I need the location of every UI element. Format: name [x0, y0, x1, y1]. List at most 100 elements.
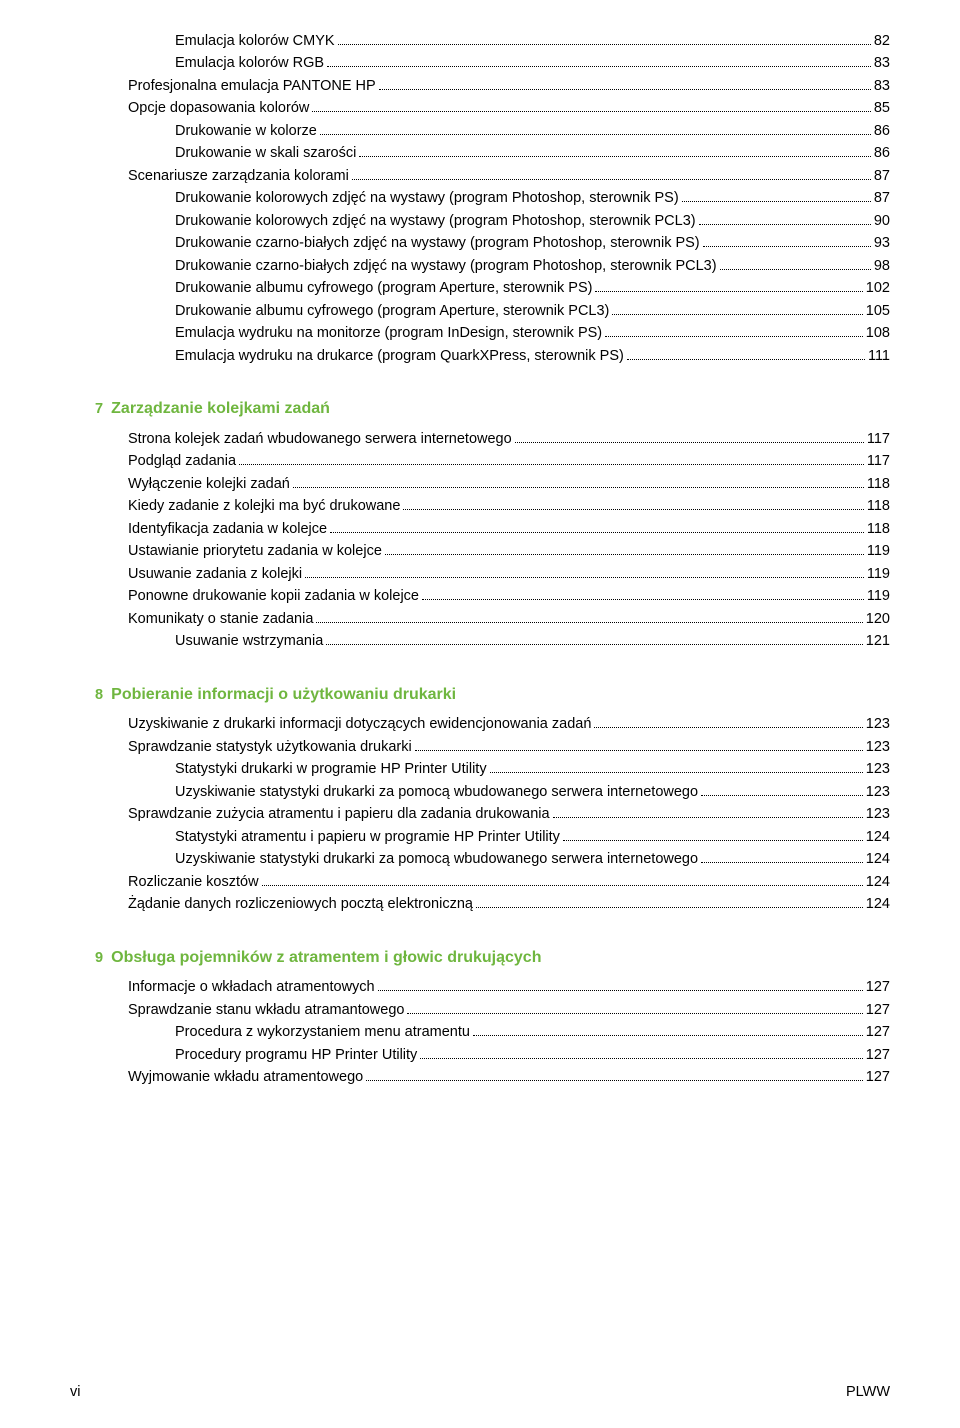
toc-entry[interactable]: Opcje dopasowania kolorów85 [70, 97, 890, 119]
section-heading[interactable]: 7 Zarządzanie kolejkami zadań [70, 397, 890, 428]
toc-entry[interactable]: Drukowanie albumu cyfrowego (program Ape… [70, 277, 890, 299]
dot-leader [612, 314, 862, 315]
toc-entry[interactable]: Sprawdzanie statystyk użytkowania drukar… [70, 736, 890, 758]
toc-page: 123 [866, 736, 890, 758]
toc-entry[interactable]: Żądanie danych rozliczeniowych pocztą el… [70, 893, 890, 915]
toc-page: 117 [867, 428, 890, 450]
toc-entry[interactable]: Uzyskiwanie z drukarki informacji dotycz… [70, 713, 890, 735]
toc-label: Drukowanie kolorowych zdjęć na wystawy (… [175, 187, 679, 209]
toc-label: Żądanie danych rozliczeniowych pocztą el… [128, 893, 473, 915]
section-title: Pobieranie informacji o użytkowaniu druk… [111, 683, 456, 708]
toc-entry[interactable]: Wyłączenie kolejki zadań118 [70, 473, 890, 495]
toc-entry[interactable]: Strona kolejek zadań wbudowanego serwera… [70, 428, 890, 450]
footer-page-number: vi [70, 1384, 80, 1400]
toc-page: 98 [874, 255, 890, 277]
section-title: Obsługa pojemników z atramentem i głowic… [111, 946, 541, 971]
section-number: 8 [95, 684, 103, 706]
dot-leader [352, 179, 871, 180]
toc-label: Procedura z wykorzystaniem menu atrament… [175, 1021, 470, 1043]
dot-leader [338, 44, 871, 45]
toc-entry[interactable]: Sprawdzanie stanu wkładu atramantowego12… [70, 999, 890, 1021]
dot-leader [293, 487, 864, 488]
dot-leader [415, 750, 863, 751]
toc-entry[interactable]: Statystyki drukarki w programie HP Print… [70, 758, 890, 780]
toc-entry[interactable]: Procedury programu HP Printer Utility 127 [70, 1044, 890, 1066]
toc-label: Drukowanie czarno-białych zdjęć na wysta… [175, 255, 717, 277]
dot-leader [595, 291, 862, 292]
toc-entry[interactable]: Drukowanie czarno-białych zdjęć na wysta… [70, 255, 890, 277]
toc-page: 83 [874, 52, 890, 74]
toc-entry[interactable]: Informacje o wkładach atramentowych127 [70, 976, 890, 998]
toc-label: Identyfikacja zadania w kolejce [128, 518, 327, 540]
toc-page: 118 [867, 495, 890, 517]
dot-leader [701, 795, 863, 796]
toc-entry[interactable]: Wyjmowanie wkładu atramentowego127 [70, 1066, 890, 1088]
toc-label: Procedury programu HP Printer Utility [175, 1044, 417, 1066]
toc-entry[interactable]: Scenariusze zarządzania kolorami87 [70, 165, 890, 187]
dot-leader [378, 990, 863, 991]
toc-entry[interactable]: Drukowanie czarno-białych zdjęć na wysta… [70, 232, 890, 254]
toc-entry[interactable]: Podgląd zadania117 [70, 450, 890, 472]
toc-entry[interactable]: Ponowne drukowanie kopii zadania w kolej… [70, 585, 890, 607]
dot-leader [305, 577, 864, 578]
toc-label: Drukowanie w skali szarości [175, 142, 356, 164]
toc-entry[interactable]: Procedura z wykorzystaniem menu atrament… [70, 1021, 890, 1043]
toc-entry[interactable]: Emulacja wydruku na monitorze (program I… [70, 322, 890, 344]
dot-leader [594, 727, 862, 728]
footer-right: PLWW [846, 1384, 890, 1400]
toc-page: 127 [866, 1044, 890, 1066]
toc-page: 127 [866, 976, 890, 998]
dot-leader [312, 111, 871, 112]
dot-leader [385, 554, 864, 555]
toc-entry[interactable]: Statystyki atramentu i papieru w program… [70, 826, 890, 848]
toc-entry[interactable]: Emulacja kolorów CMYK82 [70, 30, 890, 52]
toc-entry[interactable]: Uzyskiwanie statystyki drukarki za pomoc… [70, 781, 890, 803]
toc-label: Profesjonalna emulacja PANTONE HP [128, 75, 376, 97]
toc-label: Wyjmowanie wkładu atramentowego [128, 1066, 363, 1088]
toc-entry[interactable]: Emulacja wydruku na drukarce (program Qu… [70, 345, 890, 367]
dot-leader [239, 464, 864, 465]
dot-leader [327, 66, 871, 67]
dot-leader [422, 599, 864, 600]
toc-entry[interactable]: Drukowanie kolorowych zdjęć na wystawy (… [70, 187, 890, 209]
toc-page: 119 [867, 563, 890, 585]
toc-entry[interactable]: Usuwanie zadania z kolejki119 [70, 563, 890, 585]
toc-page: 90 [874, 210, 890, 232]
toc-label: Drukowanie albumu cyfrowego (program Ape… [175, 277, 592, 299]
section-heading[interactable]: 9 Obsługa pojemników z atramentem i głow… [70, 946, 890, 977]
toc-page: 119 [867, 540, 890, 562]
toc-entry[interactable]: Drukowanie kolorowych zdjęć na wystawy (… [70, 210, 890, 232]
toc-page: 85 [874, 97, 890, 119]
toc-label: Ustawianie priorytetu zadania w kolejce [128, 540, 382, 562]
toc-label: Scenariusze zarządzania kolorami [128, 165, 349, 187]
page: Emulacja kolorów CMYK82 Emulacja kolorów… [0, 0, 960, 1428]
toc-entry[interactable]: Drukowanie albumu cyfrowego (program Ape… [70, 300, 890, 322]
toc-entry[interactable]: Emulacja kolorów RGB 83 [70, 52, 890, 74]
toc-label: Statystyki atramentu i papieru w program… [175, 826, 560, 848]
dot-leader [326, 644, 863, 645]
toc-label: Sprawdzanie statystyk użytkowania drukar… [128, 736, 412, 758]
toc-entry[interactable]: Usuwanie wstrzymania121 [70, 630, 890, 652]
section-9: 9 Obsługa pojemników z atramentem i głow… [70, 946, 890, 1089]
toc-page: 117 [867, 450, 890, 472]
toc-entry[interactable]: Identyfikacja zadania w kolejce118 [70, 518, 890, 540]
toc-entry[interactable]: Rozliczanie kosztów124 [70, 871, 890, 893]
dot-leader [473, 1035, 863, 1036]
toc-page: 123 [866, 781, 890, 803]
dot-leader [553, 817, 863, 818]
toc-page: 86 [874, 142, 890, 164]
section-heading[interactable]: 8 Pobieranie informacji o użytkowaniu dr… [70, 683, 890, 714]
toc-page: 102 [866, 277, 890, 299]
toc-entry[interactable]: Ustawianie priorytetu zadania w kolejce 1… [70, 540, 890, 562]
toc-entry[interactable]: Drukowanie w skali szarości 86 [70, 142, 890, 164]
toc-entry[interactable]: Komunikaty o stanie zadania120 [70, 608, 890, 630]
toc-label: Emulacja kolorów RGB [175, 52, 324, 74]
toc-entry[interactable]: Drukowanie w kolorze86 [70, 120, 890, 142]
toc-entry[interactable]: Sprawdzanie zużycia atramentu i papieru … [70, 803, 890, 825]
toc-label: Drukowanie kolorowych zdjęć na wystawy (… [175, 210, 696, 232]
toc-label: Emulacja wydruku na monitorze (program I… [175, 322, 602, 344]
section-number: 9 [95, 947, 103, 969]
toc-entry[interactable]: Profesjonalna emulacja PANTONE HP83 [70, 75, 890, 97]
toc-entry[interactable]: Kiedy zadanie z kolejki ma być drukowane… [70, 495, 890, 517]
toc-entry[interactable]: Uzyskiwanie statystyki drukarki za pomoc… [70, 848, 890, 870]
